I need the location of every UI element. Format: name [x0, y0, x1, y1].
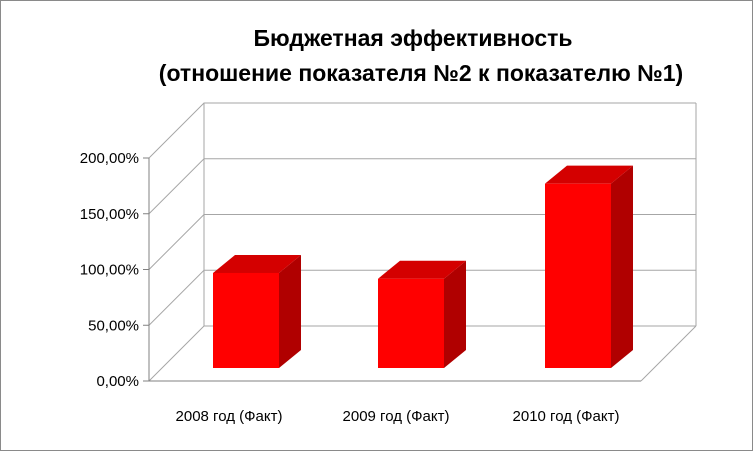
gridline-4	[148, 102, 696, 159]
bar-front-0	[213, 272, 279, 368]
gridline-3	[148, 158, 696, 215]
chart-subtitle: (отношение показателя №2 к показателю №1…	[159, 60, 683, 86]
gridline-2	[148, 214, 696, 270]
x-category-label-2: 2010 год (Факт)	[513, 408, 620, 425]
x-category-labels: 2008 год (Факт) 2009 год (Факт) 2010 год (…	[176, 408, 620, 425]
bar-side-1	[444, 260, 466, 368]
bar-0	[213, 254, 301, 368]
bar-side-0	[279, 254, 301, 368]
y-tick-label-2: 100,00%	[80, 262, 139, 279]
floor-right-edge	[640, 325, 697, 382]
y-tick-labels: 0,00% 50,00% 100,00% 150,00% 200,00%	[80, 150, 139, 390]
y-tick-label-0: 0,00%	[96, 373, 139, 390]
grid-layer	[143, 102, 697, 382]
bar-front-1	[378, 278, 444, 368]
bar-2	[545, 165, 633, 368]
bar-top-2	[545, 165, 633, 184]
x-category-label-0: 2008 год (Факт)	[176, 408, 283, 425]
gridline-0	[148, 325, 696, 382]
bar-side-2	[611, 165, 633, 368]
y-tick-label-3: 150,00%	[80, 206, 139, 223]
bars-layer	[213, 165, 633, 368]
bar-top-0	[213, 254, 301, 273]
chart-title: Бюджетная эффективность	[253, 25, 572, 51]
gridline-1	[148, 269, 696, 326]
x-category-label-1: 2009 год (Факт)	[343, 408, 450, 425]
bar-front-2	[545, 183, 611, 368]
y-tick-label-4: 200,00%	[80, 150, 139, 167]
bar-1	[378, 260, 466, 368]
bar-top-1	[378, 260, 466, 279]
y-tick-label-1: 50,00%	[88, 317, 139, 334]
